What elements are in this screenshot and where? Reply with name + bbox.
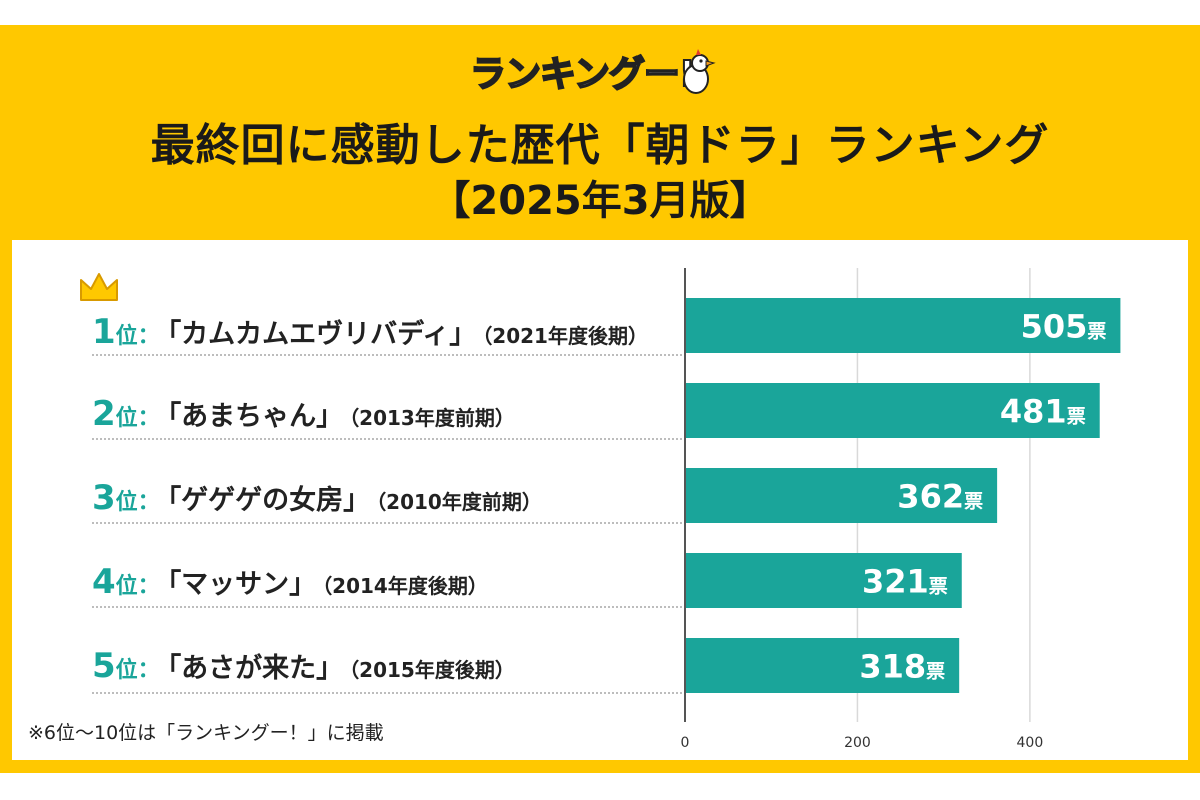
show-title: 「マッサン」 [167, 569, 317, 600]
x-tick-label: 400 [1017, 735, 1044, 751]
show-title: 「ゲゲゲの女房」 [167, 485, 371, 516]
ranking-row-2: 2位： 「あまちゃん」 （2013年度前期） [92, 386, 515, 442]
show-title: 「あまちゃん」 [167, 401, 344, 432]
rank-number: 4 [92, 562, 116, 602]
ranking-row-5: 5位： 「あさが来た」 （2015年度後期） [92, 638, 515, 694]
row-divider [92, 606, 686, 608]
rank-number: 2 [92, 394, 116, 434]
bar [685, 553, 962, 608]
page-title: 最終回に感動した歴代「朝ドラ」ランキング [150, 120, 1050, 171]
row-divider [92, 692, 686, 694]
ranking-row-3: 3位： 「ゲゲゲの女房」 （2010年度前期） [92, 470, 542, 526]
rank-number: 5 [92, 646, 116, 686]
ranking-row-1: 1位： 「カムカムエヴリバディ」 （2021年度後期） [92, 304, 648, 360]
page-subtitle: 【2025年3月版】 [430, 178, 770, 224]
row-divider [92, 354, 686, 356]
rank-suffix: 位： [115, 658, 160, 683]
show-title: 「あさが来た」 [167, 653, 344, 684]
bar-value-label: 321票 [862, 563, 948, 601]
logo-text: ランキングー! [469, 53, 696, 96]
show-period: （2010年度前期） [376, 490, 542, 514]
ranking-row-4: 4位： 「マッサン」 （2014年度後期） [92, 554, 488, 610]
show-period: （2014年度後期） [322, 574, 488, 598]
show-period: （2015年度後期） [349, 658, 515, 682]
rank-suffix: 位： [115, 574, 160, 599]
bar-value-label: 505票 [1021, 308, 1107, 346]
ranking-goo-logo: ランキングー! [469, 43, 732, 105]
bar [685, 638, 960, 693]
rank-suffix: 位： [115, 406, 160, 431]
bar-value-label: 362票 [897, 478, 983, 516]
bar [685, 298, 1121, 353]
crown-icon [80, 273, 118, 301]
rank-suffix: 位： [115, 324, 160, 349]
bar-value-label: 481票 [1000, 393, 1086, 431]
row-divider [92, 522, 686, 524]
bar-value-label: 318票 [859, 648, 945, 686]
bar [685, 383, 1100, 438]
show-period: （2013年度前期） [349, 406, 515, 430]
rank-number: 1 [92, 312, 116, 352]
show-period: （2021年度後期） [482, 324, 648, 348]
rank-suffix: 位： [115, 490, 160, 515]
rank-number: 3 [92, 478, 116, 518]
x-tick-label: 200 [844, 735, 871, 751]
thumbs-up-bird-icon [683, 49, 716, 94]
x-tick-label: 0 [681, 735, 690, 751]
row-divider [92, 438, 686, 440]
show-title: 「カムカムエヴリバディ」 [167, 319, 477, 350]
bar [685, 468, 998, 523]
footnote: ※6位〜10位は「ランキングー！」に掲載 [28, 722, 384, 744]
